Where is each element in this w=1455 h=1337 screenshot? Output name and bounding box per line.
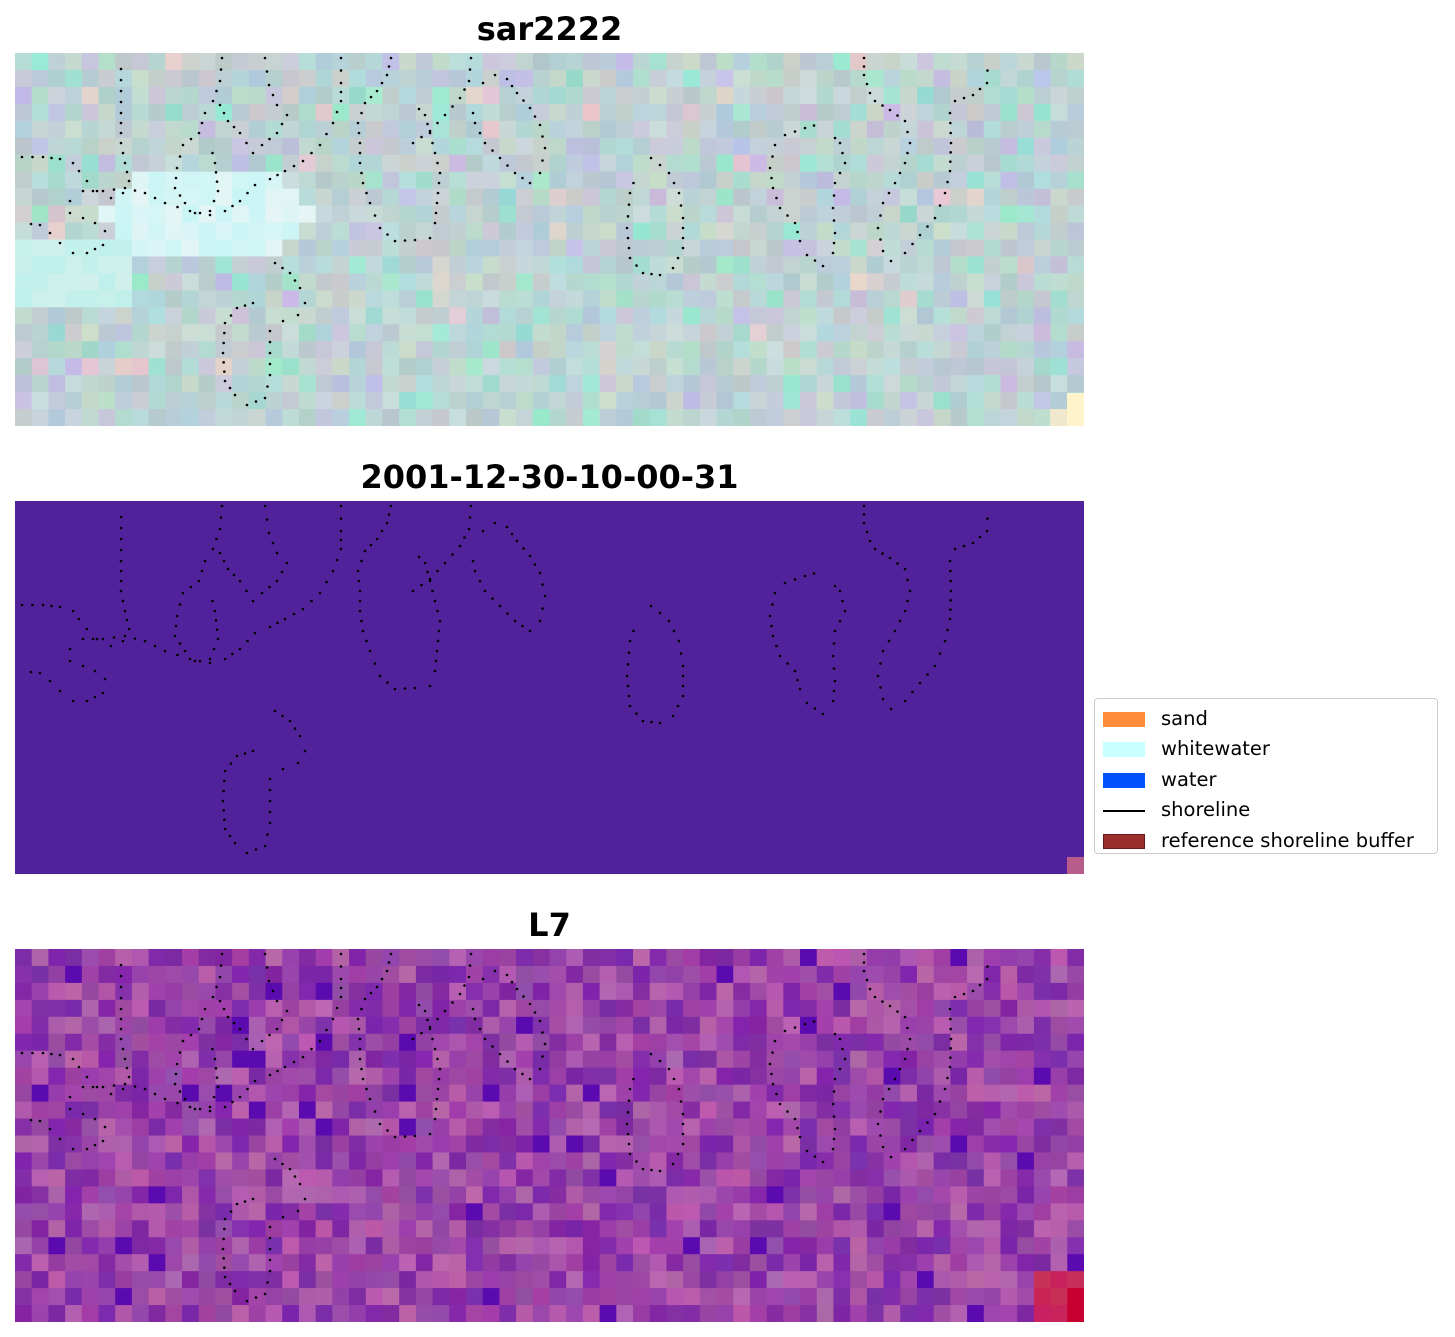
legend-label: whitewater [1161,737,1270,761]
l7-pixels [15,949,1084,1322]
legend-label: shoreline [1161,798,1251,822]
shoreline [20,952,989,1303]
legend-item-whitewater: whitewater [1095,735,1437,765]
legend-item-shoreline: shoreline [1095,796,1437,826]
legend-swatch-shoreline [1103,810,1145,813]
legend-label: reference shoreline buffer [1161,828,1414,852]
legend-swatch-water [1103,772,1145,788]
sar-image-panel [15,53,1084,426]
sar-pixels [15,53,1084,426]
panel-title-l7: L7 [528,906,571,944]
legend-item-reference-buffer: reference shoreline buffer [1095,827,1437,857]
legend-item-water: water [1095,766,1437,796]
class-background [15,501,1084,874]
sar-image [15,53,1084,426]
shoreline [20,504,989,855]
l7-image [15,949,1084,1322]
panel-title-sar: sar2222 [476,10,623,48]
legend: sand whitewater water shoreline referenc… [1094,698,1438,854]
legend-swatch-sand [1103,712,1145,727]
legend-item-sand: sand [1095,705,1437,735]
l7-image-panel [15,949,1084,1322]
legend-swatch-whitewater [1103,742,1145,758]
class-corner-pixel [1067,857,1084,874]
classification-image [15,501,1084,874]
classification-panel [15,501,1084,874]
shoreline [20,56,989,407]
legend-label: sand [1161,707,1208,730]
panel-title-date: 2001-12-30-10-00-31 [360,458,739,496]
legend-swatch-reference-buffer [1103,833,1145,849]
legend-label: water [1161,767,1217,791]
